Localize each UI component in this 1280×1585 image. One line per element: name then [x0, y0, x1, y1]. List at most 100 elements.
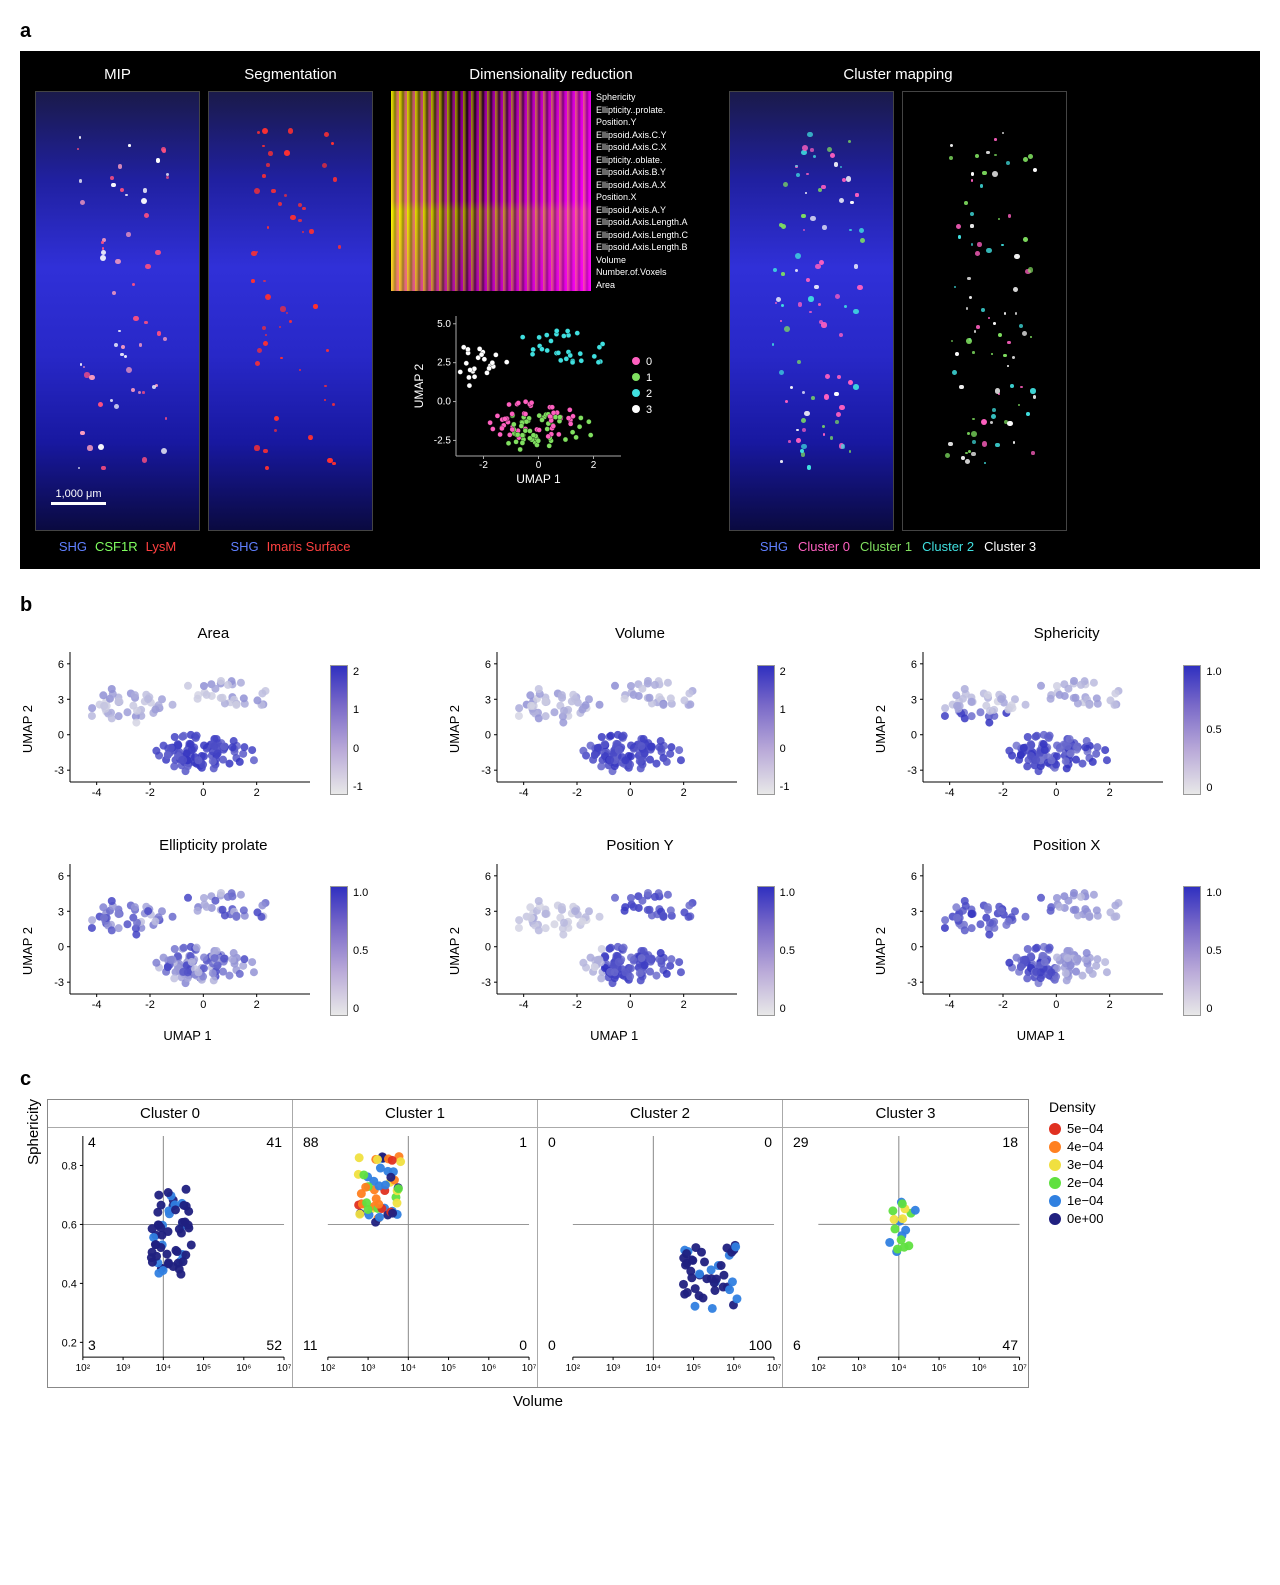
svg-text:10³: 10³ — [361, 1363, 376, 1374]
heatmap — [391, 91, 591, 291]
panel-b: Area UMAP 2 -3036-4-202 210-1 Volume UMA… — [20, 625, 1260, 1043]
corner-count-tl: 29 — [793, 1134, 809, 1150]
svg-text:3: 3 — [58, 906, 64, 918]
svg-text:2: 2 — [254, 999, 260, 1011]
svg-text:0: 0 — [536, 460, 542, 471]
umap-ylabel: UMAP 2 — [20, 705, 35, 753]
legend-item: Cluster 1 — [860, 539, 912, 554]
umap-plot-title: Position Y — [447, 837, 834, 854]
colorbar: 1.00.50 — [330, 886, 348, 1016]
svg-text:1: 1 — [646, 372, 652, 384]
colorbar: 1.00.50 — [757, 886, 775, 1016]
svg-text:3: 3 — [58, 694, 64, 706]
svg-text:-2: -2 — [479, 460, 488, 471]
cluster-plot: 10²10³10⁴10⁵10⁶10⁷ 88 1 11 0 — [293, 1127, 537, 1387]
density-label: 5e−04 — [1067, 1121, 1104, 1136]
umap-xlabel: UMAP 1 — [60, 1028, 315, 1043]
heatmap-feature-label: Ellipsoid.Axis.Length.B — [596, 241, 716, 254]
svg-text:-3: -3 — [908, 977, 918, 989]
svg-text:6: 6 — [58, 659, 64, 671]
legend-item: LysM — [146, 539, 177, 554]
density-label: 3e−04 — [1067, 1157, 1104, 1172]
density-legend-title: Density — [1049, 1099, 1104, 1115]
umap-plot-title: Area — [20, 625, 407, 642]
density-label: 0e+00 — [1067, 1211, 1104, 1226]
density-label: 4e−04 — [1067, 1139, 1104, 1154]
density-dot — [1049, 1141, 1061, 1153]
svg-text:6: 6 — [485, 659, 491, 671]
colorbar: 1.00.50 — [1183, 886, 1201, 1016]
svg-text:-3: -3 — [481, 977, 491, 989]
segmentation-specks — [209, 92, 372, 530]
umap-cell: Position Y UMAP 2 -3036-4-202UMAP 1 1.00… — [447, 837, 834, 1043]
panel-c-xlabel: Volume — [47, 1393, 1029, 1410]
svg-text:0: 0 — [627, 787, 633, 799]
dimred-column: Dimensionality reduction SphericityEllip… — [391, 66, 711, 486]
svg-text:10⁶: 10⁶ — [236, 1363, 251, 1374]
density-dot — [1049, 1195, 1061, 1207]
svg-text:10⁵: 10⁵ — [196, 1363, 211, 1374]
mip-specks — [36, 92, 199, 530]
svg-text:-3: -3 — [908, 765, 918, 777]
corner-count-tr: 18 — [1002, 1134, 1018, 1150]
mip-tissue: 1,000 μm — [35, 91, 200, 531]
svg-text:0: 0 — [200, 787, 206, 799]
svg-text:-2: -2 — [145, 999, 155, 1011]
density-legend-item: 4e−04 — [1049, 1139, 1104, 1154]
svg-text:0: 0 — [485, 730, 491, 742]
panel-c-label: c — [20, 1068, 1260, 1091]
density-label: 2e−04 — [1067, 1175, 1104, 1190]
svg-text:0: 0 — [627, 999, 633, 1011]
svg-text:10⁷: 10⁷ — [522, 1363, 537, 1374]
colorbar-ticks: 1.00.50 — [780, 887, 795, 1015]
svg-text:2: 2 — [1107, 999, 1113, 1011]
svg-text:10⁵: 10⁵ — [441, 1363, 456, 1374]
svg-text:10⁴: 10⁴ — [401, 1363, 416, 1374]
svg-text:3: 3 — [646, 404, 652, 416]
mip-title: MIP — [104, 66, 131, 83]
legend-item: CSF1R — [95, 539, 138, 554]
svg-text:10⁴: 10⁴ — [646, 1363, 661, 1374]
colorbar-ticks: 210-1 — [780, 666, 790, 794]
dimred-title: Dimensionality reduction — [469, 66, 632, 83]
density-dot — [1049, 1213, 1061, 1225]
heatmap-feature-label: Volume — [596, 254, 716, 267]
svg-text:3: 3 — [485, 694, 491, 706]
svg-text:5.0: 5.0 — [437, 319, 451, 330]
svg-text:0: 0 — [58, 730, 64, 742]
corner-count-bl: 3 — [88, 1337, 96, 1353]
legend-item: SHG — [231, 539, 259, 554]
svg-text:3: 3 — [485, 906, 491, 918]
legend-item: SHG — [760, 539, 788, 554]
svg-text:-3: -3 — [481, 765, 491, 777]
corner-count-br: 100 — [749, 1337, 772, 1353]
svg-text:-2: -2 — [998, 787, 1008, 799]
svg-text:0: 0 — [58, 942, 64, 954]
cluster-cell: Cluster 0 0.20.40.60.810²10³10⁴10⁵10⁶10⁷… — [48, 1100, 293, 1387]
svg-text:6: 6 — [485, 871, 491, 883]
umap-ylabel: UMAP 2 — [447, 705, 462, 753]
heatmap-feature-label: Ellipsoid.Axis.A.Y — [596, 204, 716, 217]
svg-text:0.4: 0.4 — [62, 1278, 77, 1290]
svg-text:10⁵: 10⁵ — [686, 1363, 701, 1374]
svg-text:0: 0 — [646, 356, 652, 368]
svg-text:2: 2 — [680, 787, 686, 799]
umap-cell: Ellipticity prolate UMAP 2 -3036-4-202UM… — [20, 837, 407, 1043]
scalebar-line — [51, 502, 106, 505]
heatmap-feature-labels: SphericityEllipticity..prolate.Position.… — [596, 91, 716, 291]
corner-count-tr: 1 — [519, 1134, 527, 1150]
umap-xlabel: UMAP 1 — [913, 1028, 1168, 1043]
heatmap-feature-label: Area — [596, 279, 716, 292]
svg-text:10²: 10² — [321, 1363, 336, 1374]
svg-text:-4: -4 — [92, 999, 102, 1011]
cluster-plot-svg: 10²10³10⁴10⁵10⁶10⁷ — [783, 1128, 1028, 1387]
umap-svg: -3036-4-202 — [462, 647, 742, 807]
mip-legend: SHGCSF1RLysM — [59, 539, 176, 554]
umap-cell: Volume UMAP 2 -3036-4-202 210-1 — [447, 625, 834, 812]
corner-count-tl: 88 — [303, 1134, 319, 1150]
svg-text:2: 2 — [646, 388, 652, 400]
segmentation-tissue — [208, 91, 373, 531]
svg-text:6: 6 — [58, 871, 64, 883]
cluster-title: Cluster 3 — [783, 1100, 1028, 1127]
svg-text:10²: 10² — [811, 1363, 826, 1374]
